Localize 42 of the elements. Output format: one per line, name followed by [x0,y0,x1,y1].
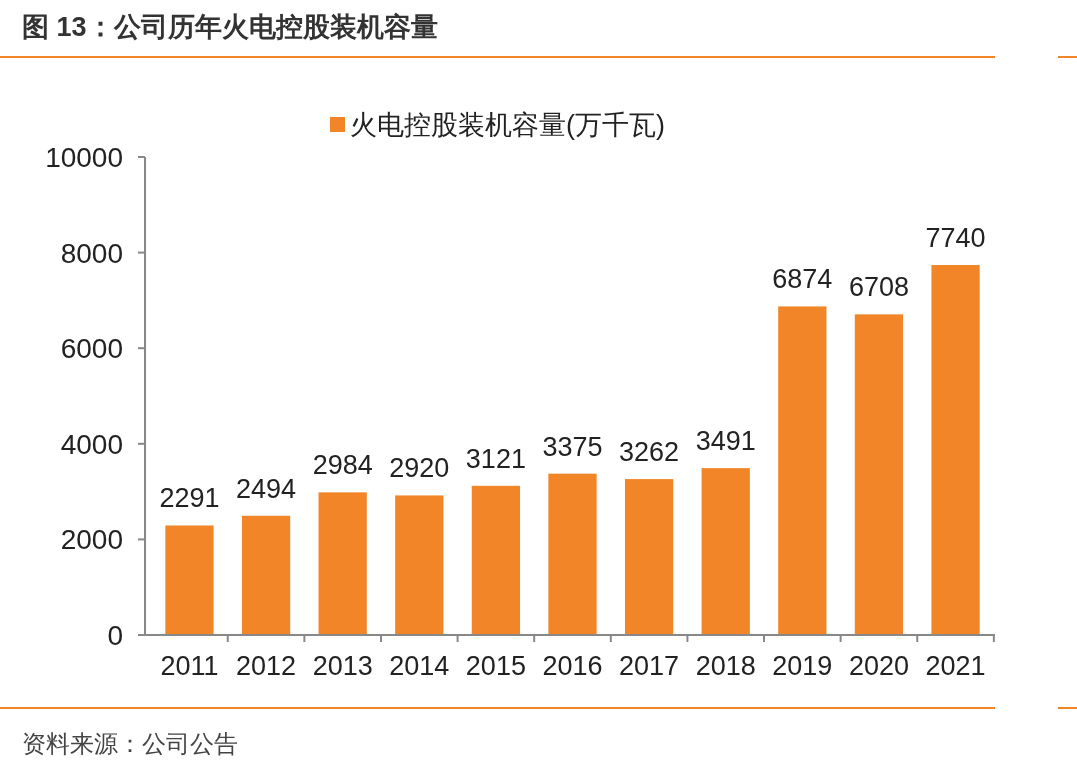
data-label: 2494 [236,473,297,504]
x-tick-label: 2014 [389,651,450,681]
data-label: 2920 [389,453,450,484]
y-tick-label: 2000 [60,524,123,556]
x-tick-label: 2015 [465,651,526,681]
bar [778,306,827,635]
bar [854,314,904,635]
bar [624,479,674,635]
x-tick-label: 2019 [772,651,833,681]
bar [318,492,367,635]
data-label: 2984 [312,450,373,481]
legend-label: 火电控股装机容量(万千瓦) [350,110,665,140]
data-label: 6708 [848,272,909,303]
y-tick-label: 4000 [60,428,123,460]
x-tick-label: 2021 [925,651,986,681]
data-label: 2291 [159,483,220,514]
bar [395,495,444,635]
bar [931,265,980,635]
x-tick-label: 2011 [160,651,219,681]
x-tick-label: 2013 [312,651,373,681]
text: 资料来源：公司公告 [22,730,238,757]
data-label: 3491 [695,426,756,457]
data-label: 6874 [772,264,833,295]
x-tick-label: 2020 [848,651,909,681]
chart-title: 图 13：公司历年火电控股装机容量 [22,12,438,42]
bar [165,525,214,635]
bar [471,485,521,635]
bar [701,468,750,635]
data-label: 7740 [925,223,986,254]
y-tick-label: 6000 [60,333,123,365]
y-tick-label: 0 [107,620,123,651]
x-tick-label: 2012 [236,651,297,681]
bar [548,473,597,635]
x-tick-label: 2016 [542,651,603,681]
data-label: 3375 [542,431,603,462]
data-label: 3121 [465,443,526,474]
bar [241,515,291,635]
x-tick-label: 2017 [619,651,680,681]
data-label: 3262 [619,437,680,468]
x-tick-label: 2018 [695,651,756,681]
y-tick-label: 10000 [45,142,123,173]
y-tick-label: 8000 [60,237,123,269]
